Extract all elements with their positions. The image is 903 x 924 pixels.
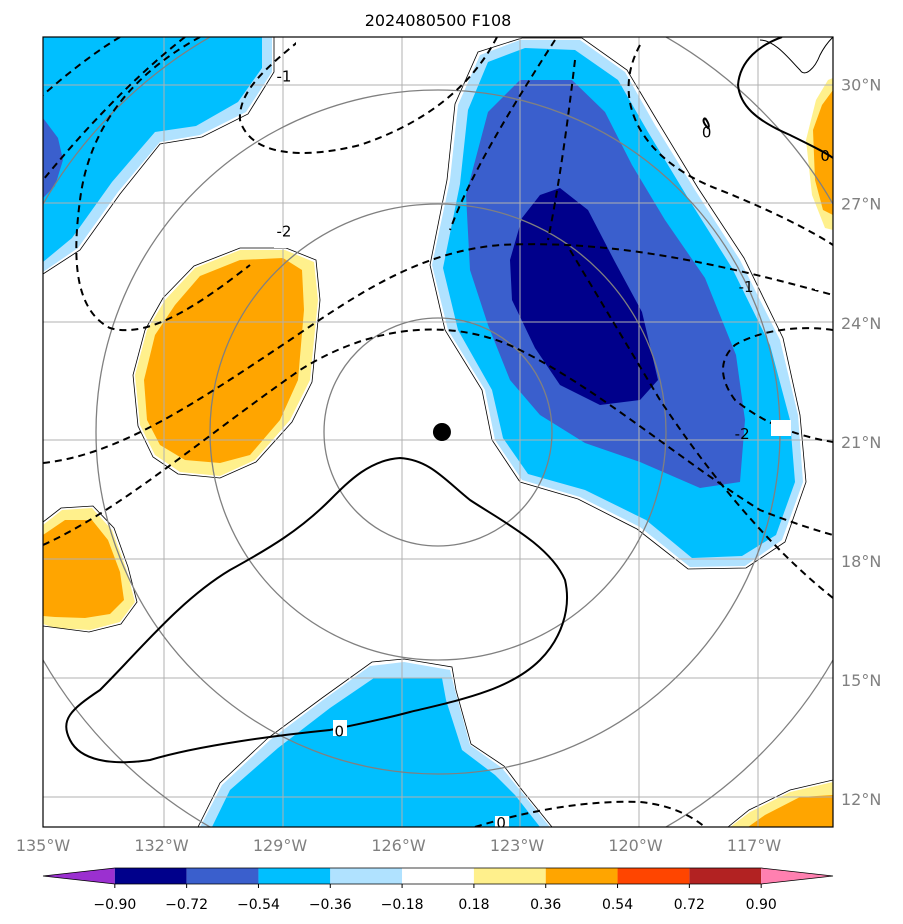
gridlines [43, 37, 833, 827]
x-tick-label: 117°W [727, 836, 782, 855]
colorbar-tick-label: 0.90 [746, 897, 777, 913]
x-tick-label: 135°W [16, 836, 71, 855]
y-tick-label: 15°N [841, 671, 881, 690]
colorbar-tick-label: −0.54 [237, 897, 280, 913]
positive-anomaly-fill-orange [43, 90, 833, 827]
colorbar-tick-label: −0.36 [309, 897, 352, 913]
colorbar-segment [545, 868, 618, 884]
y-tick-label: 12°N [841, 790, 881, 809]
x-tick-label: 129°W [253, 836, 308, 855]
contour-label: -2 [276, 223, 291, 241]
colorbar-segment [473, 868, 546, 884]
colorbar-tick-label: −0.72 [165, 897, 208, 913]
map-area: -2 -1 -2 -1 0 0 0 0 [43, 37, 833, 832]
colorbar-segment [617, 868, 690, 884]
contour-label: 0 [702, 123, 712, 141]
colorbar-segment [330, 868, 403, 884]
y-tick-label: 30°N [841, 76, 881, 95]
colorbar-tick-label: −0.18 [381, 897, 424, 913]
contour-label: -1 [739, 278, 754, 296]
contour-labels: -2 -1 -2 -1 0 0 0 0 [276, 68, 830, 832]
dashed-contours [43, 37, 833, 827]
colorbar-segment [761, 868, 833, 884]
x-tick-label: 123°W [490, 836, 545, 855]
chart-title: 2024080500 F108 [365, 11, 512, 30]
contour-label: -2 [735, 425, 750, 443]
negative-anomaly-fill-navy [510, 188, 658, 405]
y-tick-label: 24°N [841, 314, 881, 333]
x-tick-label: 126°W [371, 836, 426, 855]
contour-label: 0 [334, 723, 344, 741]
map-frame [42, 36, 834, 828]
colorbar-segment [402, 868, 474, 884]
colorbar-segment [689, 868, 762, 884]
colorbar-segment [186, 868, 259, 884]
contour-label-backgrounds [274, 37, 833, 827]
storm-center-marker [432, 423, 451, 441]
colorbar-tick-label: −0.90 [93, 897, 136, 913]
y-tick-label: 21°N [841, 433, 881, 452]
y-tick-label: 18°N [841, 552, 881, 571]
solid-contours [65, 37, 833, 764]
x-tick-label: 120°W [608, 836, 663, 855]
contour-label: -1 [276, 68, 291, 86]
y-axis-tick-labels: 12°N 15°N 18°N 21°N 24°N 27°N 30°N [841, 76, 881, 810]
colorbar-tick-label: 0.18 [458, 897, 489, 913]
colorbar: −0.90 −0.72 −0.54 −0.36 −0.18 0.18 0.36 0.54 0.7… [42, 867, 834, 913]
x-tick-label: 132°W [134, 836, 189, 855]
colorbar-tick-label: 0.54 [602, 897, 633, 913]
contour-label: 0 [820, 147, 830, 165]
colorbar-segment [43, 868, 115, 884]
colorbar-segment [258, 868, 331, 884]
contour-label: 0 [496, 814, 506, 832]
colorbar-tick-label: 0.72 [674, 897, 705, 913]
anomaly-outlines [43, 37, 833, 827]
y-tick-label: 27°N [841, 195, 881, 214]
colorbar-tick-label: 0.36 [530, 897, 561, 913]
colorbar-segment [114, 868, 187, 884]
x-axis-tick-labels: 135°W 132°W 129°W 126°W 123°W 120°W 117°W [16, 836, 782, 855]
